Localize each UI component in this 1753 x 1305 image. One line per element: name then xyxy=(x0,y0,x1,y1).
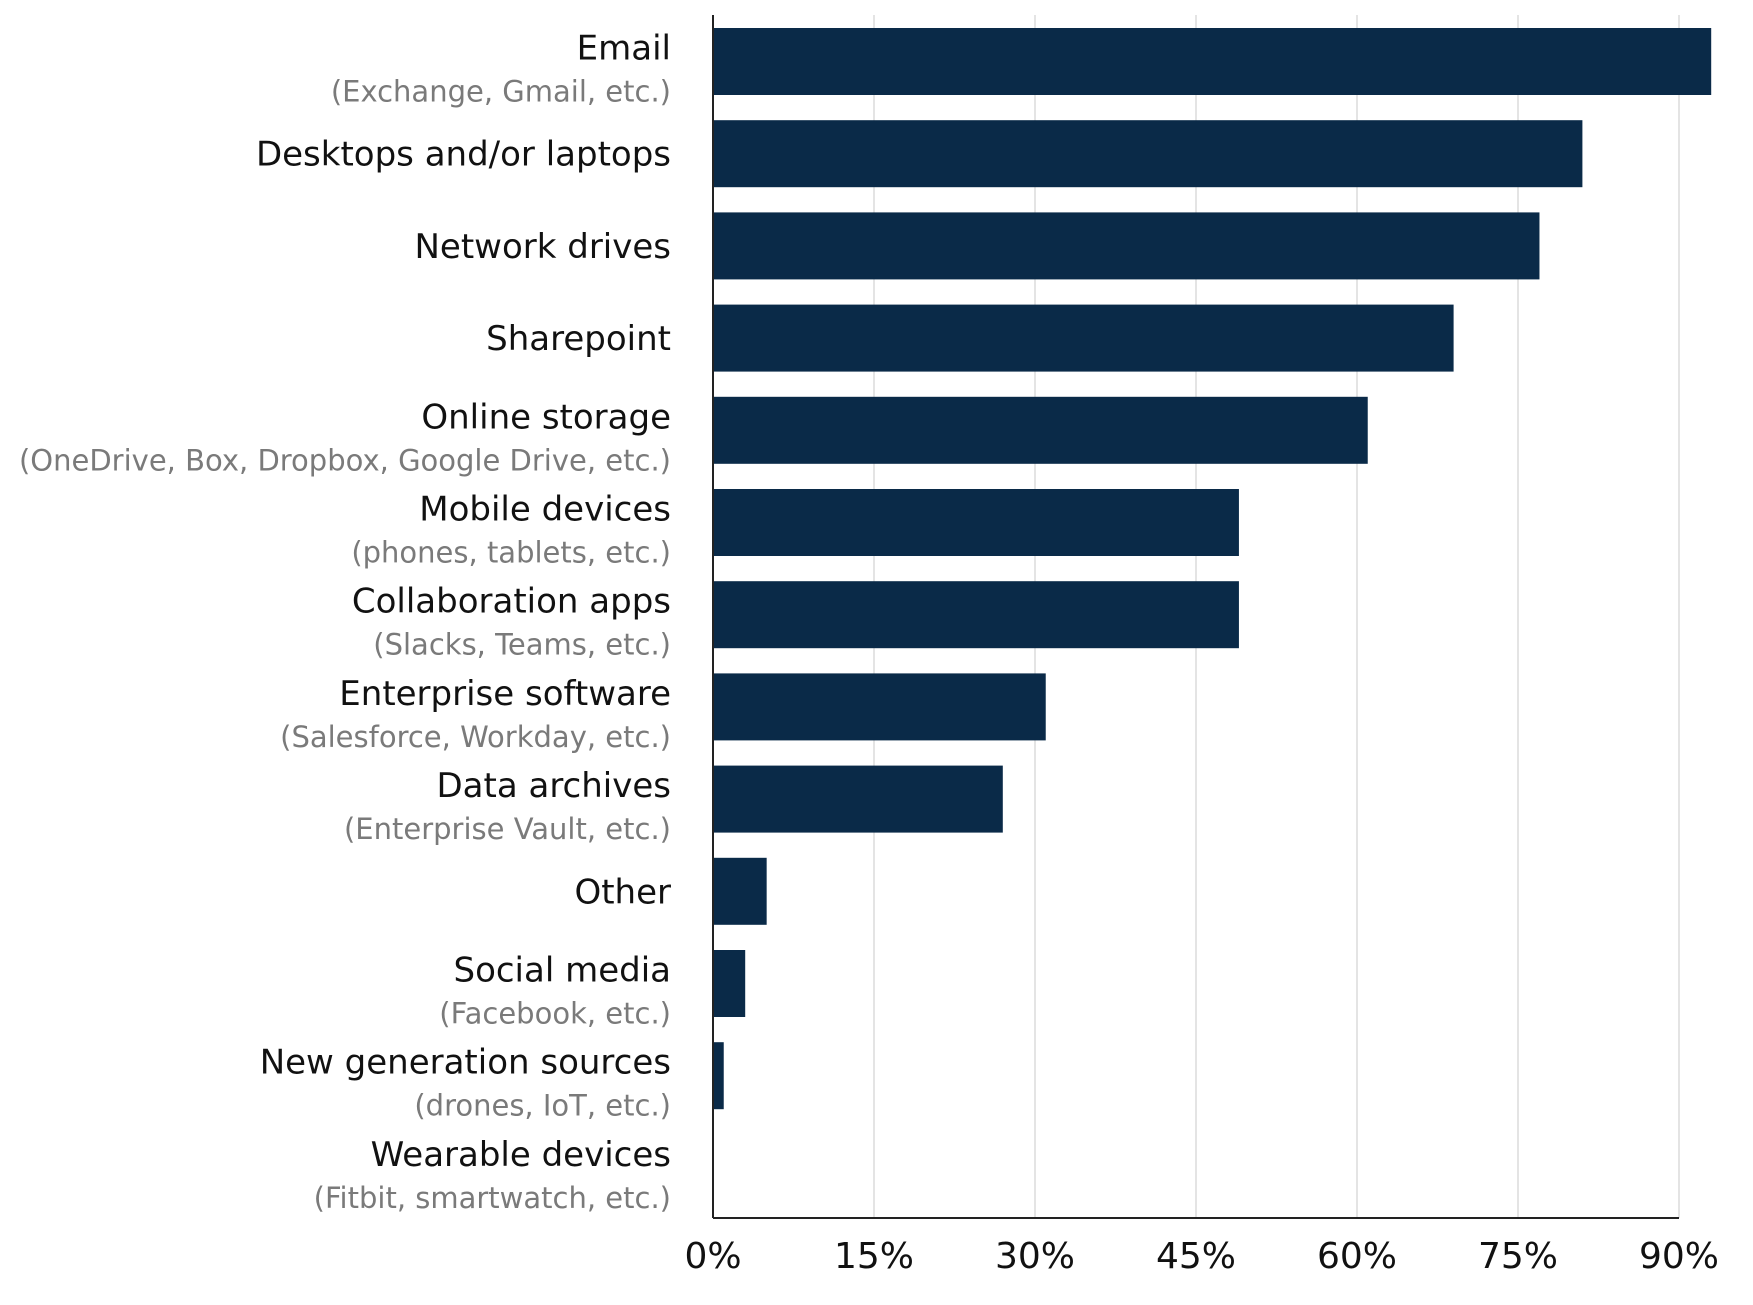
bar xyxy=(713,950,746,1017)
x-tick-label: 90% xyxy=(1639,1236,1719,1277)
category-sublabel: (Slacks, Teams, etc.) xyxy=(373,628,671,662)
x-tick-label: 15% xyxy=(834,1236,914,1277)
category-sublabel: (Salesforce, Workday, etc.) xyxy=(280,720,671,754)
x-tick-label: 60% xyxy=(1317,1236,1397,1277)
bar xyxy=(713,489,1239,556)
bar xyxy=(713,581,1239,649)
category-label: Social media xyxy=(453,951,671,991)
category-sublabel: (OneDrive, Box, Dropbox, Google Drive, e… xyxy=(19,443,671,477)
category-label: Network drives xyxy=(414,227,671,267)
category-label: New generation sources xyxy=(260,1043,671,1083)
x-tick-label: 45% xyxy=(1156,1236,1236,1277)
category-sublabel: (phones, tablets, etc.) xyxy=(351,536,671,570)
category-sublabel: (drones, IoT, etc.) xyxy=(414,1089,671,1123)
category-label: Wearable devices xyxy=(371,1135,671,1175)
category-label: Data archives xyxy=(437,766,672,806)
x-tick-label: 75% xyxy=(1478,1236,1558,1277)
category-label: Mobile devices xyxy=(419,490,671,530)
bar xyxy=(713,396,1368,464)
bar xyxy=(713,28,1712,95)
bar xyxy=(713,673,1046,741)
x-tick-label: 0% xyxy=(684,1236,741,1277)
bar xyxy=(713,765,1003,833)
x-axis-ticks: 0% 15% 30% 45% 60% 75% 90% xyxy=(684,1236,1719,1277)
category-label: Desktops and/or laptops xyxy=(256,135,671,175)
category-sublabel: (Fitbit, smartwatch, etc.) xyxy=(314,1181,671,1215)
bar xyxy=(713,212,1540,280)
bar xyxy=(713,1042,724,1110)
x-tick-label: 30% xyxy=(995,1236,1075,1277)
category-label: Online storage xyxy=(421,397,671,437)
bar xyxy=(713,857,767,925)
bars xyxy=(713,28,1712,1110)
category-sublabel: (Enterprise Vault, etc.) xyxy=(344,812,671,846)
category-sublabel: (Facebook, etc.) xyxy=(439,997,671,1031)
bar xyxy=(713,120,1583,188)
category-label: Email xyxy=(577,29,671,69)
category-sublabel: (Exchange, Gmail, etc.) xyxy=(331,75,671,109)
category-labels: Email (Exchange, Gmail, etc.) Desktops and… xyxy=(19,29,671,1215)
category-label: Collaboration apps xyxy=(352,582,671,622)
category-label: Enterprise software xyxy=(339,674,671,714)
category-label: Other xyxy=(574,872,671,912)
category-label: Sharepoint xyxy=(486,319,671,359)
bar xyxy=(713,304,1454,372)
